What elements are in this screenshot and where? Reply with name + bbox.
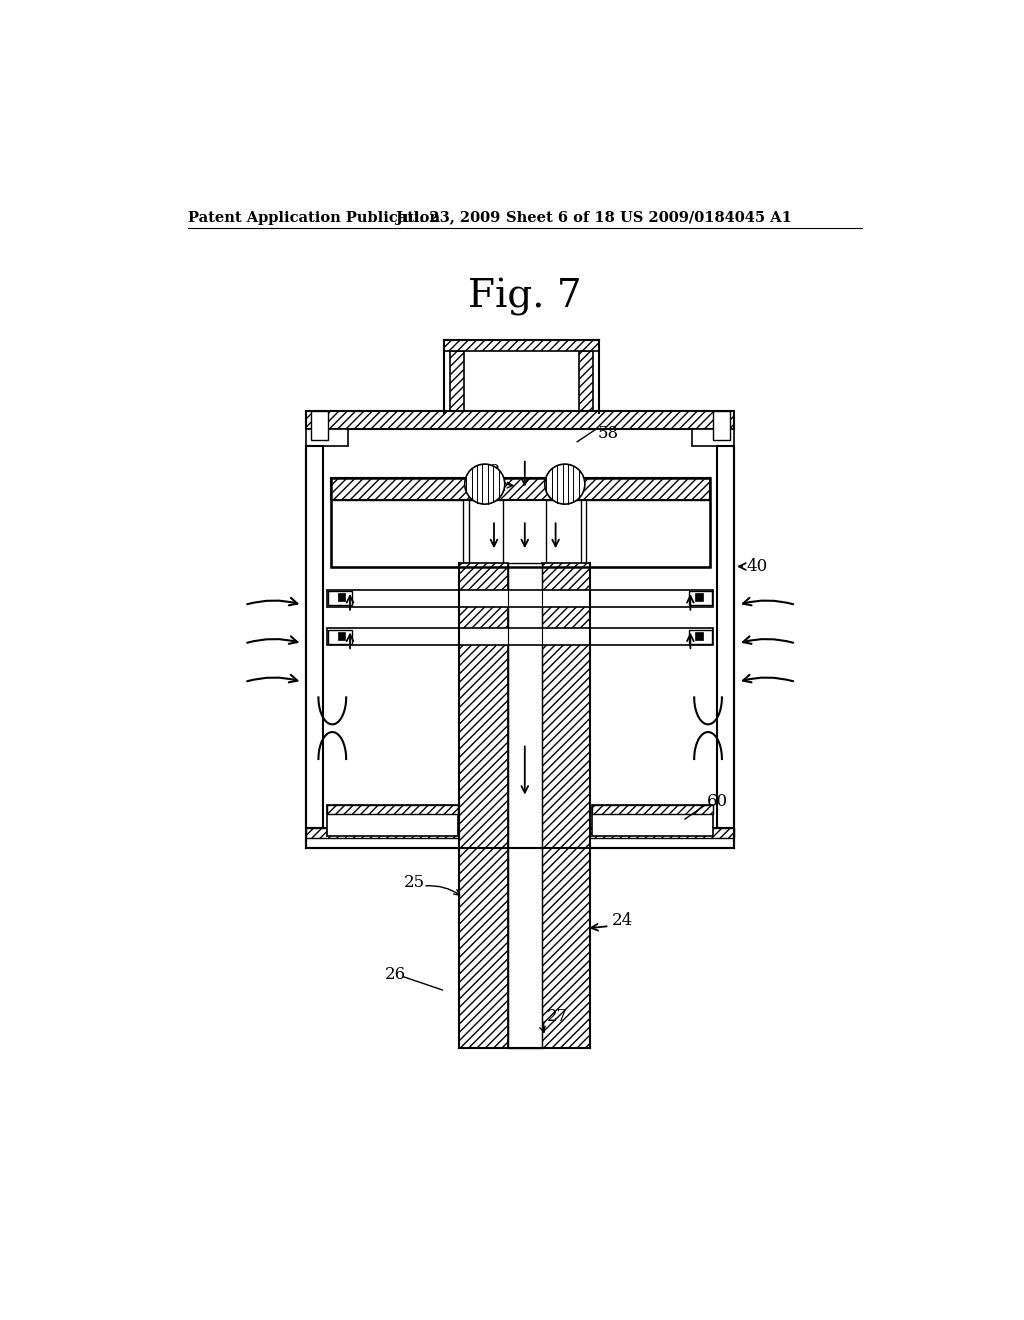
Bar <box>327 805 458 814</box>
Text: Sheet 6 of 18: Sheet 6 of 18 <box>506 211 615 224</box>
Bar <box>331 478 710 566</box>
Circle shape <box>465 465 505 504</box>
Bar <box>592 805 714 814</box>
Bar <box>306 829 734 847</box>
Bar <box>460 562 508 1048</box>
Bar <box>689 630 712 644</box>
Bar <box>331 478 710 499</box>
Bar <box>592 805 714 836</box>
Circle shape <box>545 465 585 504</box>
Bar <box>587 500 710 566</box>
Bar <box>444 341 599 351</box>
Bar <box>331 500 463 566</box>
Bar <box>327 590 714 607</box>
Text: 25: 25 <box>403 874 425 891</box>
Bar <box>713 411 730 441</box>
Text: 58: 58 <box>597 425 618 442</box>
Bar <box>306 446 323 829</box>
Bar <box>542 562 590 1048</box>
Text: 24: 24 <box>611 912 633 929</box>
Bar <box>310 411 328 441</box>
Bar <box>579 351 593 412</box>
Bar <box>306 411 734 429</box>
Bar <box>508 562 542 1048</box>
Bar <box>695 632 702 640</box>
Text: US 2009/0184045 A1: US 2009/0184045 A1 <box>620 211 792 224</box>
Bar <box>306 829 734 838</box>
Bar <box>469 500 503 566</box>
Bar <box>547 500 581 566</box>
Bar <box>338 632 345 640</box>
Bar <box>338 594 345 601</box>
Text: 60: 60 <box>707 793 728 810</box>
Bar <box>327 805 458 836</box>
Text: 27: 27 <box>547 1008 567 1026</box>
Bar <box>329 630 351 644</box>
Bar <box>717 446 734 829</box>
Bar <box>695 594 702 601</box>
Bar <box>689 591 712 605</box>
Text: Fig. 7: Fig. 7 <box>468 277 582 315</box>
Bar <box>329 591 351 605</box>
Bar <box>327 628 714 645</box>
Bar <box>692 429 734 446</box>
Text: 32: 32 <box>479 462 501 479</box>
Text: Patent Application Publication: Patent Application Publication <box>188 211 440 224</box>
Text: 40: 40 <box>746 558 768 576</box>
Text: Jul. 23, 2009: Jul. 23, 2009 <box>396 211 501 224</box>
Text: 26: 26 <box>385 966 406 983</box>
Bar <box>306 429 348 446</box>
Bar <box>451 351 464 412</box>
